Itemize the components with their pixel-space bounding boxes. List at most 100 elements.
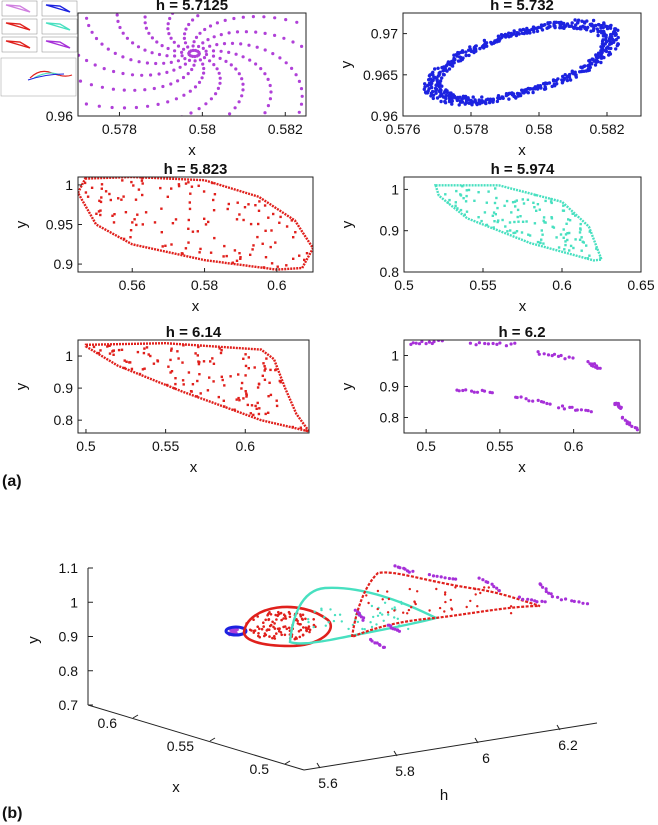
data-point	[258, 627, 261, 631]
data-point	[233, 106, 237, 110]
data-point	[564, 240, 567, 243]
data-point	[262, 15, 266, 19]
data-point	[300, 94, 304, 98]
attractor-ring	[224, 625, 248, 637]
data-point	[561, 209, 565, 212]
data-point	[329, 608, 332, 611]
data-point	[221, 118, 224, 121]
data-point	[536, 25, 541, 30]
data-point	[97, 351, 100, 355]
data-point	[97, 210, 101, 213]
data-point	[542, 352, 546, 356]
data-point	[416, 590, 419, 593]
data-point	[472, 390, 476, 394]
data-point	[143, 88, 147, 92]
data-point	[186, 45, 190, 49]
data-point	[596, 55, 600, 60]
data-point	[269, 368, 272, 372]
data-point	[196, 379, 199, 383]
data-point	[212, 209, 216, 212]
data-point	[280, 618, 283, 622]
data-point	[433, 86, 438, 91]
data-point	[261, 374, 264, 377]
data-point	[89, 83, 93, 87]
data-point	[189, 390, 193, 393]
data-point	[229, 375, 232, 378]
data-point	[191, 44, 195, 48]
data-point	[488, 97, 493, 101]
data-point	[176, 59, 180, 63]
attractor-boundary	[350, 571, 541, 639]
data-point	[564, 597, 568, 601]
data-point	[265, 357, 268, 360]
data-point	[238, 399, 241, 402]
data-point	[263, 369, 266, 372]
data-point	[537, 352, 541, 356]
data-point	[477, 576, 481, 580]
data-point	[197, 184, 200, 187]
data-point	[459, 208, 463, 212]
data-point	[242, 218, 245, 222]
data-point	[406, 612, 409, 615]
data-point	[543, 600, 547, 604]
data-point	[133, 218, 136, 221]
data-point	[556, 595, 560, 599]
data-point	[257, 382, 261, 385]
data-point	[99, 200, 103, 204]
data-point	[267, 618, 270, 622]
data-point	[299, 87, 304, 91]
data-point	[208, 24, 213, 28]
data-point	[180, 54, 184, 58]
data-point	[468, 45, 472, 49]
data-point	[208, 44, 212, 48]
data-point	[257, 634, 260, 638]
data-point	[193, 85, 198, 89]
data-point	[269, 393, 273, 397]
data-point	[266, 77, 270, 81]
data-point	[594, 364, 599, 368]
data-point	[267, 395, 270, 398]
data-point	[235, 218, 239, 221]
data-point	[165, 54, 169, 58]
data-point	[170, 243, 173, 246]
data-point	[176, 350, 179, 353]
data-point	[615, 43, 619, 48]
x-tick-label: 0.578	[453, 121, 488, 137]
data-point	[207, 220, 210, 224]
data-point	[196, 14, 200, 18]
data-point	[568, 405, 572, 409]
data-point	[177, 184, 181, 188]
data-point	[152, 86, 156, 91]
data-point	[145, 61, 149, 65]
x-axis-line	[87, 704, 305, 771]
data-point	[118, 25, 122, 30]
data-point	[193, 59, 197, 63]
subplot-3-points	[78, 177, 313, 271]
data-point	[317, 29, 320, 32]
data-point	[443, 576, 447, 580]
data-point	[266, 104, 270, 108]
data-point	[188, 89, 192, 93]
data-point	[477, 191, 480, 194]
series-h-6.14	[350, 571, 541, 639]
data-point	[495, 342, 499, 346]
data-point	[197, 50, 201, 54]
data-point	[430, 89, 435, 94]
data-point	[279, 631, 283, 634]
data-point	[218, 56, 222, 61]
data-point	[170, 370, 174, 373]
data-point	[279, 381, 282, 384]
data-point	[169, 60, 173, 64]
y-axis-label: y	[13, 382, 30, 390]
data-point	[383, 601, 387, 604]
x-tick-label: 0.55	[167, 738, 194, 754]
data-point	[130, 180, 133, 184]
data-point	[228, 1, 231, 4]
data-point	[313, 4, 316, 7]
data-point	[174, 377, 177, 380]
data-point	[269, 623, 273, 627]
data-point	[514, 205, 517, 208]
data-point	[255, 407, 258, 410]
data-point	[443, 99, 447, 104]
data-point	[568, 249, 571, 252]
